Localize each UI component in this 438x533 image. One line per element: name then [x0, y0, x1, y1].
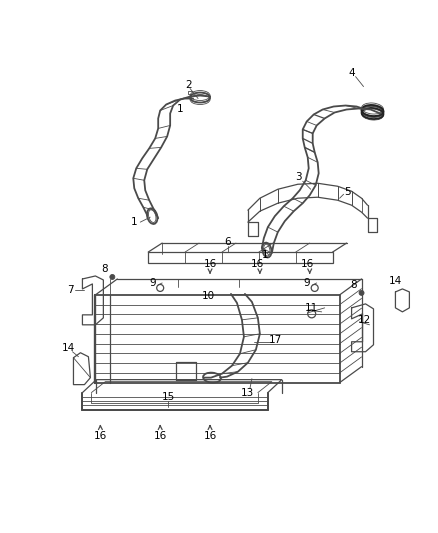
Text: 3: 3 [296, 172, 302, 182]
Text: 5: 5 [344, 187, 351, 197]
Text: 16: 16 [301, 259, 314, 269]
Text: 17: 17 [269, 335, 283, 345]
Text: 10: 10 [201, 291, 215, 301]
Bar [148, 252, 332, 263]
Text: 4: 4 [348, 68, 355, 78]
Text: 14: 14 [62, 343, 75, 353]
Text: 16: 16 [203, 259, 217, 269]
Text: 16: 16 [154, 431, 167, 441]
Text: 9: 9 [149, 278, 155, 288]
Text: 7: 7 [67, 285, 74, 295]
Text: 14: 14 [389, 276, 402, 286]
Text: 1: 1 [261, 250, 268, 260]
Circle shape [359, 290, 364, 295]
Text: 9: 9 [304, 278, 310, 288]
Text: 11: 11 [305, 303, 318, 313]
Text: 15: 15 [162, 392, 175, 401]
Text: 8: 8 [350, 280, 357, 290]
Text: 12: 12 [358, 315, 371, 325]
Text: 8: 8 [101, 264, 108, 274]
Text: 1: 1 [131, 217, 138, 227]
Text: 16: 16 [251, 259, 265, 269]
Text: 16: 16 [94, 431, 107, 441]
Text: 16: 16 [203, 431, 217, 441]
Text: 13: 13 [241, 387, 254, 398]
Text: 2: 2 [185, 79, 191, 90]
Text: 1: 1 [177, 103, 184, 114]
Bar [95, 295, 339, 383]
Text: 6: 6 [225, 237, 231, 247]
Circle shape [110, 274, 115, 279]
